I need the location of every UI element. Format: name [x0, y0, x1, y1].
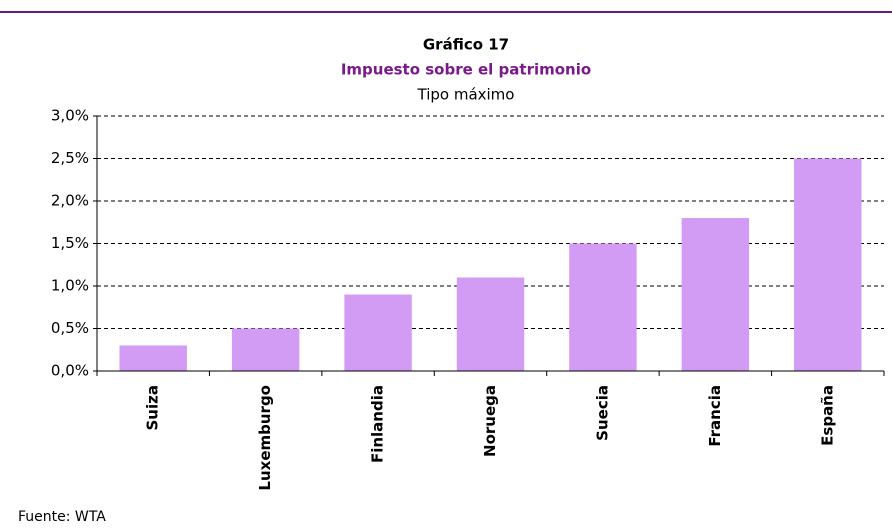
x-tick-label: Finlandia	[369, 385, 387, 463]
y-tick-label: 1,5%	[51, 234, 89, 252]
bar	[569, 243, 637, 371]
x-tick-label: España	[818, 385, 836, 446]
chart-title: Gráfico 17	[423, 36, 509, 54]
source: Fuente: WTA	[18, 509, 106, 525]
y-tick-label: 3,0%	[51, 107, 89, 125]
bar	[344, 294, 412, 371]
x-tick-label: Suiza	[144, 385, 162, 430]
x-tick-label: Suecia	[593, 385, 611, 441]
y-tick-label: 0,5%	[51, 319, 89, 337]
x-tick-label: Noruega	[481, 385, 499, 457]
x-tick-label: Francia	[706, 385, 724, 447]
y-tick-label: 0,0%	[51, 362, 89, 380]
bar	[681, 218, 750, 371]
chart-caption: Tipo máximo	[417, 86, 515, 104]
chart-subtitle: Impuesto sobre el patrimonio	[341, 61, 591, 79]
y-tick-label: 2,0%	[51, 192, 89, 210]
y-tick-label: 2,5%	[51, 149, 89, 167]
x-tick-label: Luxemburgo	[256, 385, 274, 491]
bar	[231, 328, 300, 371]
bar	[456, 277, 525, 371]
y-tick-label: 1,0%	[51, 277, 89, 295]
bar	[794, 158, 862, 371]
bar	[119, 345, 187, 371]
